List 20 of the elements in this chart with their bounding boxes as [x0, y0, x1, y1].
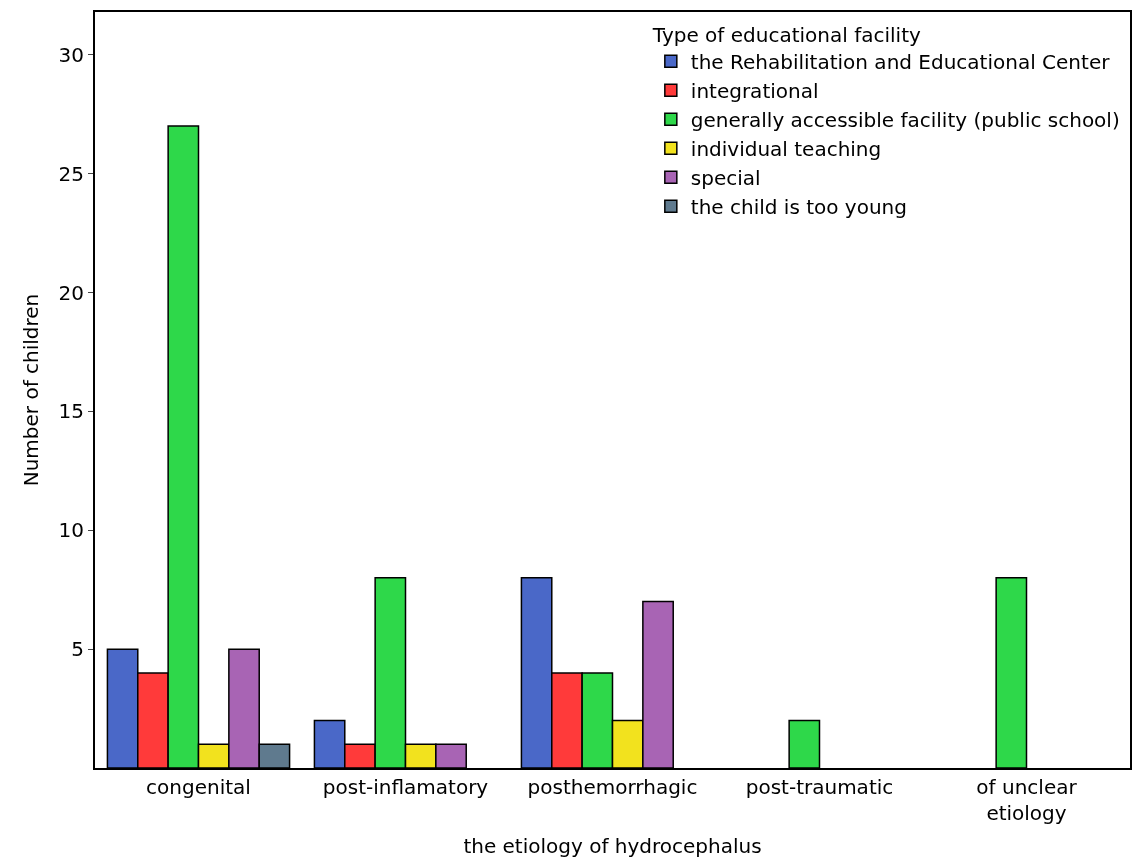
x-tick-label: post-inflamatory [322, 775, 489, 799]
x-tick-label: posthemorrhagic [527, 775, 698, 799]
legend-label: the child is too young [690, 195, 907, 220]
y-tick-label: 5 [71, 637, 84, 662]
y-tick-label: 15 [58, 399, 84, 424]
y-tick-label: 25 [58, 161, 84, 186]
x-tick-label: post-traumatic [745, 775, 894, 799]
y-tick-label: 30 [58, 42, 84, 67]
legend-title: Type of educational facility [651, 22, 921, 47]
legend-label: individual teaching [690, 137, 882, 162]
y-tick-label: 10 [58, 518, 84, 543]
y-tick-label: 20 [58, 280, 84, 305]
x-tick-label: of unclear etiology [976, 775, 1078, 825]
legend-label: special [690, 166, 761, 191]
x-axis-title: the etiology of hydrocephalus [463, 834, 762, 858]
y-axis-title: Number of children [18, 293, 43, 487]
legend-label: generally accessible facility (public school) [690, 108, 1120, 133]
legend-label: integrational [690, 79, 819, 104]
legend-label: the Rehabilitation and Educational Center [690, 50, 1111, 75]
x-tick-label: congenital [146, 775, 251, 799]
